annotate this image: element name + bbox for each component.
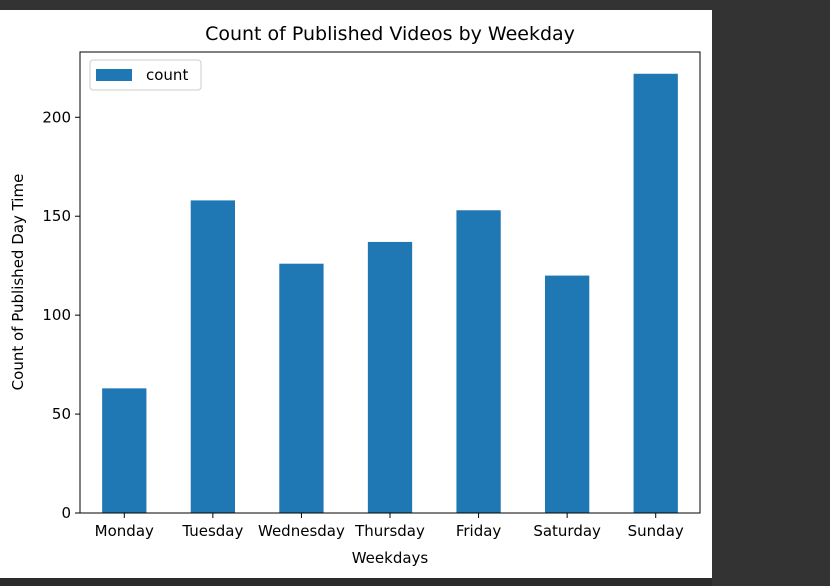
bar-wednesday [279, 263, 324, 513]
x-tick-label: Saturday [533, 522, 601, 540]
x-tick-label: Friday [456, 522, 502, 540]
y-tick-label: 150 [42, 207, 71, 225]
side-panel [712, 10, 830, 586]
bars-group [102, 73, 678, 513]
legend: count [89, 59, 202, 91]
x-tick-label: Wednesday [258, 522, 345, 540]
legend-swatch [96, 69, 132, 81]
x-axis: Monday Tuesday Wednesday Thursday Friday Satu… [95, 513, 684, 540]
y-axis: 0 50 100 150 200 [42, 108, 80, 522]
window-bottom-strip [0, 578, 712, 586]
y-axis-label: Count of Published Day Time [9, 174, 27, 391]
plot-frame [79, 51, 701, 514]
bar-friday [456, 210, 501, 513]
y-tick-label: 100 [42, 306, 71, 324]
bar-tuesday [190, 200, 235, 513]
y-tick-label: 50 [52, 405, 71, 423]
x-tick-label: Sunday [628, 522, 684, 540]
window-top-strip [0, 0, 830, 10]
legend-label: count [146, 66, 188, 84]
x-tick-label: Thursday [354, 522, 425, 540]
legend-box [89, 59, 202, 91]
x-tick-label: Monday [95, 522, 154, 540]
bar-saturday [545, 275, 590, 513]
chart-title: Count of Published Videos by Weekday [205, 23, 575, 45]
bar-sunday [633, 73, 678, 513]
bar-thursday [367, 241, 413, 513]
bar-monday [102, 388, 147, 513]
bar-chart: Count of Published Videos by Weekday 0 50… [9, 23, 701, 567]
chart-figure: Count of Published Videos by Weekday 0 50… [0, 10, 712, 578]
x-tick-label: Tuesday [181, 522, 243, 540]
y-tick-label: 200 [42, 108, 71, 126]
x-axis-label: Weekdays [352, 549, 429, 567]
y-tick-label: 0 [61, 504, 71, 522]
